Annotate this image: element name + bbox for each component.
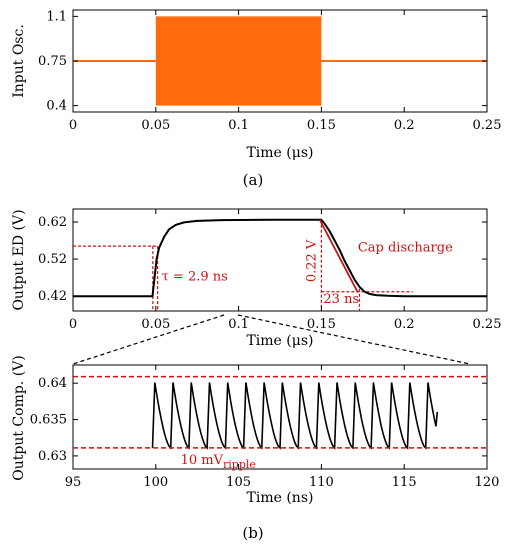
plot-frame <box>72 364 488 470</box>
x-tick-label: 0.05 <box>141 118 170 133</box>
plot-frame <box>72 208 488 312</box>
x-tick-label: 0.05 <box>141 317 170 332</box>
x-tick-label: 0 <box>69 118 77 133</box>
x-tick-label: 0.15 <box>307 317 336 332</box>
ripple-label: 10 mVripple <box>181 453 256 471</box>
y-tick-label: 0.64 <box>38 376 67 391</box>
y-axis-label: Output ED (V) <box>11 209 27 310</box>
x-axis-label: Time (ns) <box>247 490 314 506</box>
y-tick-label: 0.62 <box>38 215 67 230</box>
y-axis-label: Input Osc. <box>11 24 27 98</box>
ripple-trace <box>151 382 439 450</box>
x-axis-label: Time (μs) <box>246 145 313 161</box>
x-tick-label: 0 <box>69 317 77 332</box>
discharge-label: Cap discharge <box>358 241 453 256</box>
discharge-fit-line <box>318 219 359 293</box>
zoom-line-right <box>237 314 471 365</box>
y-axis-label: Output Comp. (V) <box>11 355 27 481</box>
x-tick-label: 115 <box>392 475 417 490</box>
panel-label-b: (b) <box>242 524 263 542</box>
zoom-connector <box>72 314 471 365</box>
x-tick-label: 0.1 <box>228 118 249 133</box>
x-tick-label: 100 <box>143 475 168 490</box>
y-tick-label: 0.75 <box>38 54 67 69</box>
x-tick-label: 95 <box>65 475 82 490</box>
y-tick-label: 0.42 <box>38 289 67 304</box>
x-tick-label: 0.1 <box>228 317 249 332</box>
x-axis-label: Time (μs) <box>246 333 313 349</box>
x-tick-label: 120 <box>475 475 500 490</box>
output-ed-trace <box>73 218 487 298</box>
panel-label-a: (a) <box>243 171 264 189</box>
y-tick-label: 0.4 <box>46 99 67 114</box>
drop-label: 0.22 V <box>304 239 319 282</box>
y-tick-label: 0.52 <box>38 252 67 267</box>
x-tick-label: 0.2 <box>394 118 415 133</box>
oscillation-burst <box>155 16 322 106</box>
x-tick-label: 0.15 <box>307 118 336 133</box>
chart-output-comparator: 10 mVripple 95 100 105 110 115 120 0.63 0.635 0… <box>11 355 499 542</box>
ripple-label-main: 10 mV <box>181 453 224 468</box>
zoom-line-left <box>72 314 225 365</box>
x-tick-label: 0.25 <box>473 118 502 133</box>
y-tick-label: 1.1 <box>46 9 67 24</box>
x-tick-label: 0.25 <box>473 317 502 332</box>
y-tick-label: 0.63 <box>38 449 67 464</box>
chart-output-ed: τ = 2.9 ns 0.22 V Cap discharge 23 ns 0 0.05… <box>11 208 502 349</box>
y-tick-label: 0.635 <box>30 413 67 428</box>
chart-input-oscillation: 0 0.05 0.1 0.15 0.2 0.25 0.4 0.75 1.1 Time (μs)… <box>11 9 501 189</box>
x-tick-label: 110 <box>309 475 334 490</box>
ripple-label-sub: ripple <box>223 458 256 471</box>
dt-label: 23 ns <box>323 292 359 307</box>
x-tick-label: 105 <box>226 475 251 490</box>
x-tick-label: 0.2 <box>394 317 415 332</box>
tau-label: τ = 2.9 ns <box>162 270 228 285</box>
